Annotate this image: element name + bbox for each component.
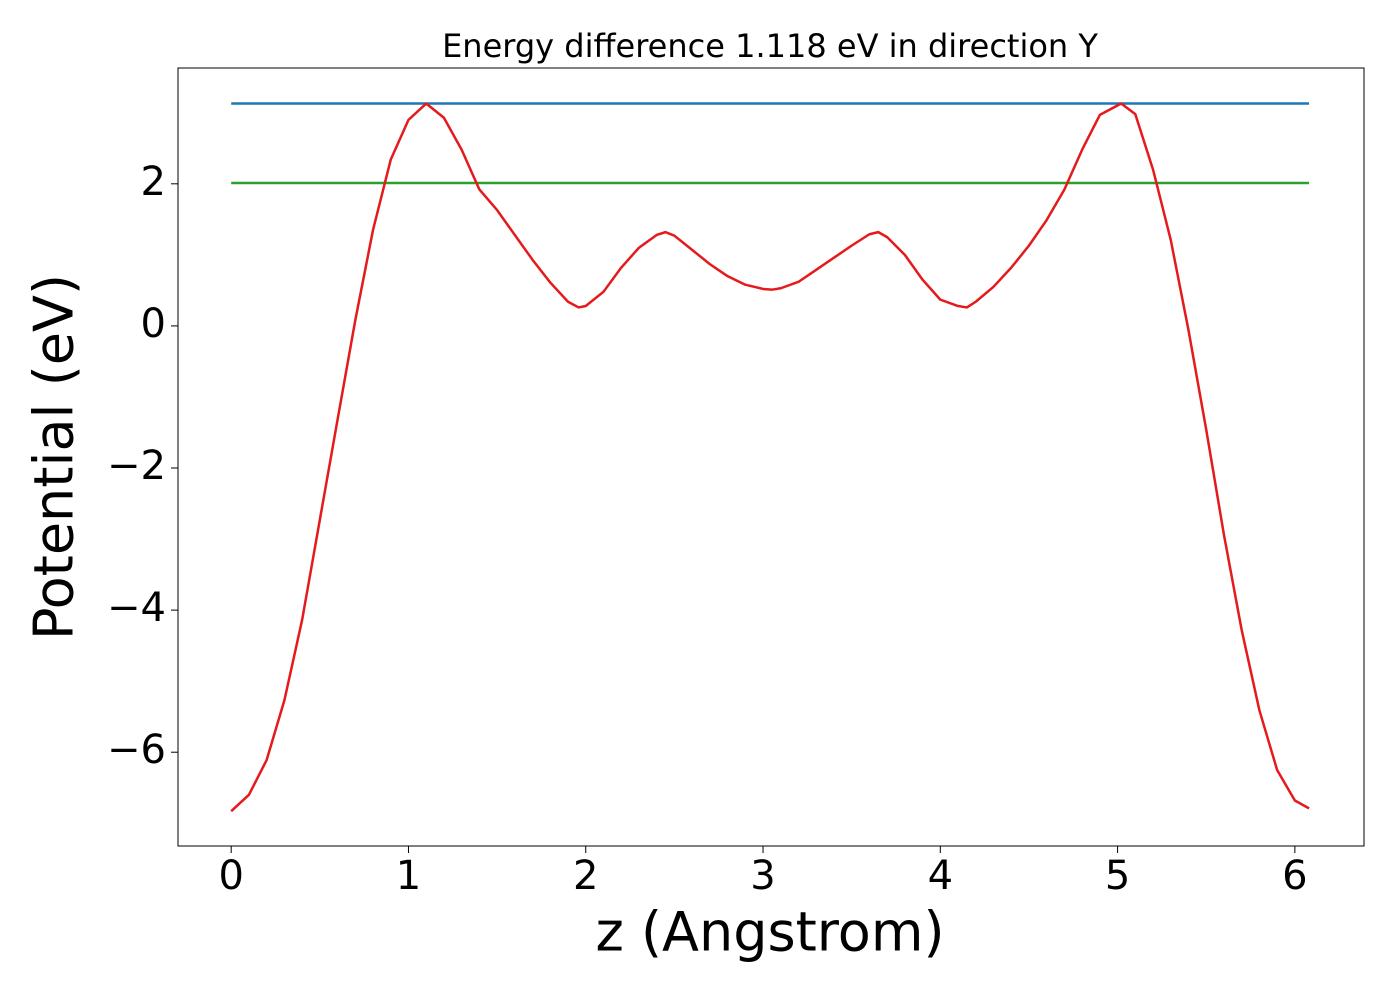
y-tick-label: 2: [141, 159, 166, 205]
x-axis-label: z (Angstrom): [595, 901, 944, 964]
plot-frame: [177, 67, 1365, 847]
y-tick-label: 0: [141, 301, 166, 347]
x-tick-label: 3: [750, 853, 775, 899]
x-tick-label: 6: [1282, 853, 1307, 899]
y-tick-label: −4: [107, 585, 166, 631]
y-tick-label: −2: [107, 443, 166, 489]
line: [230, 102, 1310, 813]
x-tick-label: 4: [928, 853, 953, 899]
y-axis-label: Potential (eV): [23, 274, 86, 640]
x-tick-label: 1: [396, 853, 421, 899]
chart-title: Energy difference 1.118 eV in direction …: [442, 27, 1098, 65]
x-tick-label: 5: [1105, 853, 1130, 899]
x-tick-label: 0: [218, 853, 243, 899]
y-tick-label: −6: [107, 727, 166, 773]
x-tick-label: 2: [573, 853, 598, 899]
